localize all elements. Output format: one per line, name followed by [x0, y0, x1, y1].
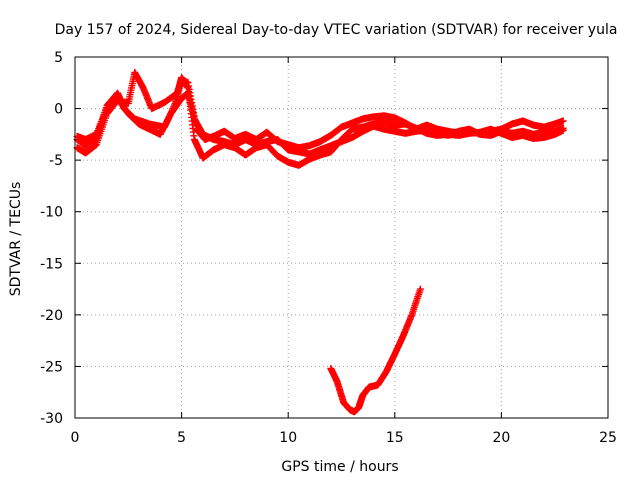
y-tick-label: -30 — [40, 411, 63, 427]
data-point-markers — [73, 69, 567, 169]
plot-frame — [74, 56, 609, 419]
y-tick-label: -5 — [49, 153, 63, 169]
y-tick-label: 0 — [54, 102, 63, 118]
series-track-a — [73, 76, 567, 152]
x-tick-label: 0 — [71, 430, 80, 446]
x-tick-label: 10 — [279, 430, 297, 446]
x-tick-label: 25 — [599, 430, 617, 446]
series-track-d — [327, 285, 424, 416]
chart-title: Day 157 of 2024, Sidereal Day-to-day VTE… — [55, 22, 618, 38]
x-tick-label: 15 — [386, 430, 404, 446]
axis-ticks: 0 5 10 15 20 25 5 0 -5 -10 -15 -20 -25 -30 — [40, 50, 617, 446]
series-track-c — [73, 89, 567, 158]
y-tick-label: -25 — [40, 359, 63, 375]
series-track-b — [73, 69, 567, 169]
grid — [75, 57, 608, 418]
data-point-markers — [73, 76, 567, 152]
y-tick-label: 5 — [54, 50, 63, 66]
y-tick-label: -15 — [40, 256, 63, 272]
y-axis-label: SDTVAR / TECUs — [8, 182, 24, 297]
x-tick-label: 20 — [492, 430, 510, 446]
x-axis-label: GPS time / hours — [281, 459, 398, 475]
data-point-markers — [327, 285, 424, 416]
x-tick-label: 5 — [177, 430, 186, 446]
data-points — [73, 69, 567, 416]
data-point-markers — [73, 89, 567, 158]
y-tick-label: -20 — [40, 308, 63, 324]
y-tick-label: -10 — [40, 205, 63, 221]
